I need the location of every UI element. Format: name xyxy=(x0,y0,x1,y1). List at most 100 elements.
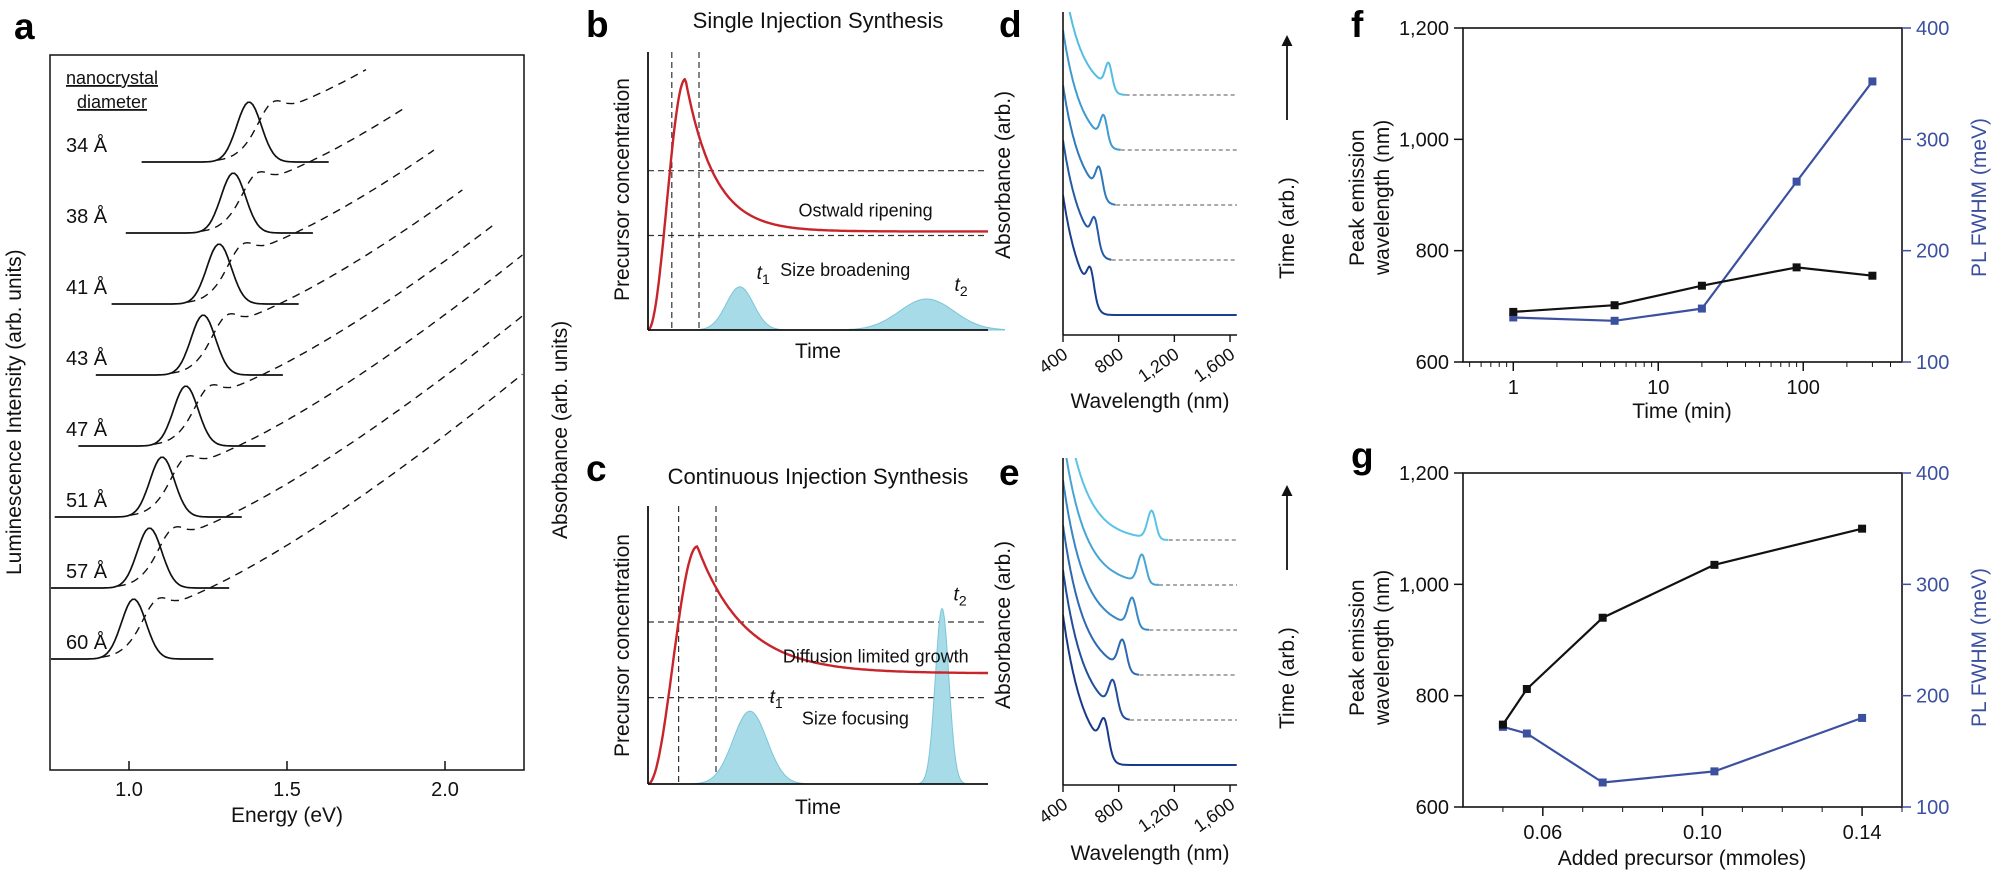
absorbance-spectrum xyxy=(1063,569,1130,721)
panel-g-canvas: 600 800 1,000 1,200 100 200 300 400 0.06 0.10 0.14 xyxy=(1399,463,1949,844)
panel-label-c: c xyxy=(586,448,607,489)
panel-g: 600 800 1,000 1,200 100 200 300 400 0.06 0.10 0.14… xyxy=(1345,435,2000,895)
emission-curve xyxy=(95,314,283,376)
panel-e-ylabel: Absorbance (arb.) xyxy=(992,540,1015,710)
absorbance-curve xyxy=(154,222,497,445)
x-tick-label: 1,600 xyxy=(1190,794,1238,836)
time-label: t2 xyxy=(954,585,967,609)
data-marker xyxy=(1610,316,1619,325)
data-marker xyxy=(1792,263,1801,272)
size-distribution xyxy=(693,286,787,331)
x-tick-label: 400 xyxy=(1035,794,1071,828)
y-tick-label-left: 1,200 xyxy=(1399,463,1449,485)
panel-b-canvas: t1 t2 Ostwald ripening Size broadening xyxy=(647,52,1005,332)
absorbance-spectrum xyxy=(1063,524,1140,676)
data-line xyxy=(1502,716,1863,784)
panel-b-ylabel: Precursor concentration xyxy=(611,78,634,302)
time-label: t1 xyxy=(757,263,770,287)
x-tick-label: 1,200 xyxy=(1134,794,1182,836)
time-arrow-head xyxy=(1281,485,1293,496)
series-label: 51 Å xyxy=(66,489,108,512)
y-tick-label-left: 1,000 xyxy=(1399,129,1449,151)
y-tick-label-left: 600 xyxy=(1416,352,1449,374)
x-tick-label: 1.5 xyxy=(273,779,301,801)
data-marker xyxy=(1598,778,1607,787)
series-label: 41 Å xyxy=(66,276,108,299)
time-arrow-head xyxy=(1281,35,1293,46)
y-tick-label-right: 300 xyxy=(1916,574,1949,596)
series-label: 38 Å xyxy=(66,205,108,228)
data-line xyxy=(1513,266,1873,313)
data-marker xyxy=(1858,524,1867,533)
size-distribution xyxy=(918,607,967,785)
emission-curve xyxy=(51,527,230,589)
annotation: diameter xyxy=(77,92,147,112)
region-label: Ostwald ripening xyxy=(799,201,933,221)
absorbance-curve xyxy=(130,254,523,516)
x-tick-label: 800 xyxy=(1091,794,1127,828)
panel-label-d: d xyxy=(999,4,1022,45)
x-tick-label: 100 xyxy=(1787,377,1820,399)
panel-c-title: Continuous Injection Synthesis xyxy=(667,464,969,489)
panel-label-a: a xyxy=(14,6,35,47)
region-label: Size focusing xyxy=(802,709,909,729)
absorbance-curve xyxy=(201,107,405,232)
panel-d: 400 800 1,200 1,600 d Absorbance (arb.) Tim… xyxy=(985,0,1345,448)
data-marker xyxy=(1498,720,1507,729)
x-tick-label: 1,200 xyxy=(1134,344,1182,386)
time-label: t2 xyxy=(955,275,968,299)
panel-e-canvas: 400 800 1,200 1,600 xyxy=(1035,458,1293,836)
data-marker xyxy=(1598,613,1607,622)
absorbance-curve xyxy=(117,315,523,587)
data-marker xyxy=(1697,304,1706,313)
absorbance-curve xyxy=(171,189,463,374)
emission-curve xyxy=(51,598,214,660)
size-distribution xyxy=(691,710,808,785)
data-marker xyxy=(1710,560,1719,569)
plot-frame xyxy=(1462,472,1903,808)
y-tick-label-right: 100 xyxy=(1916,797,1949,819)
absorbance-spectrum xyxy=(1065,458,1159,586)
x-tick-label: 400 xyxy=(1035,344,1071,378)
panel-label-e: e xyxy=(999,452,1020,493)
panel-f-ylabel: Peak emission wavelength (nm) xyxy=(1346,119,1395,276)
series-label: 43 Å xyxy=(66,347,108,370)
panel-e-xlabel: Wavelength (nm) xyxy=(1070,842,1230,865)
absorbance-spectrum xyxy=(1068,12,1126,96)
x-tick-label: 0.14 xyxy=(1843,822,1882,844)
absorbance-curve xyxy=(101,373,523,658)
data-line xyxy=(1501,527,1863,726)
y-tick-label-right: 400 xyxy=(1916,18,1949,40)
absorbance-spectrum xyxy=(1074,458,1169,541)
emission-curve xyxy=(141,101,329,163)
data-marker xyxy=(1522,729,1531,738)
x-tick-label: 1 xyxy=(1508,377,1519,399)
panel-b: t1 t2 Ostwald ripening Size broadening b Si… xyxy=(560,0,1005,446)
emission-curve xyxy=(125,172,313,234)
data-line xyxy=(1513,80,1874,322)
panel-c-ylabel: Precursor concentration xyxy=(611,534,634,758)
panel-c-canvas: t1 t2 Diffusion limited growth Size focusin… xyxy=(647,506,988,786)
panel-e-time-label: Time (arb.) xyxy=(1276,627,1299,729)
x-tick-label: 0.10 xyxy=(1683,822,1722,844)
panel-g-ylabel: Peak emission wavelength (nm) xyxy=(1346,569,1395,726)
panel-d-time-label: Time (arb.) xyxy=(1276,177,1299,279)
precursor-curve xyxy=(647,545,988,786)
precursor-curve xyxy=(647,77,988,332)
x-tick-label: 800 xyxy=(1091,344,1127,378)
x-tick-label: 0.06 xyxy=(1523,822,1562,844)
panel-label-f: f xyxy=(1351,4,1364,45)
series-label: 60 Å xyxy=(66,631,108,654)
data-marker xyxy=(1697,281,1706,290)
absorbance-spectrum xyxy=(1063,479,1149,631)
data-marker xyxy=(1509,313,1518,322)
panel-g-right-ylabel: PL FWHM (meV) xyxy=(1968,567,1991,728)
region-label: Size broadening xyxy=(780,260,910,280)
y-tick-label-left: 800 xyxy=(1416,241,1449,263)
panel-f-xlabel: Time (min) xyxy=(1632,400,1732,423)
panel-a-ylabel: Luminescence Intensity (arb. units) xyxy=(3,249,26,576)
x-tick-label: 1,600 xyxy=(1190,344,1238,386)
x-tick-label: 2.0 xyxy=(431,779,459,801)
panel-b-title: Single Injection Synthesis xyxy=(692,8,944,33)
absorbance-curve xyxy=(217,68,367,161)
